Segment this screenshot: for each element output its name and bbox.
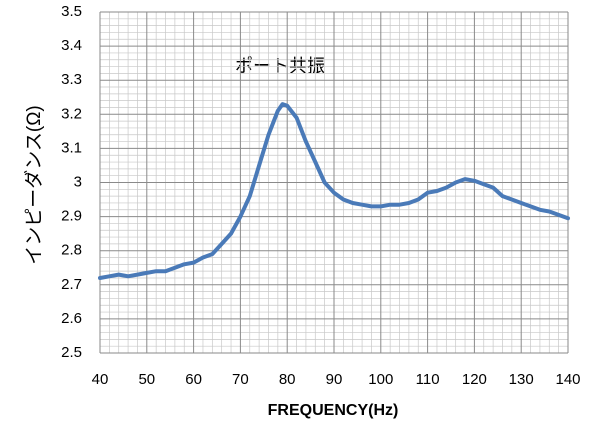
x-tick-label: 60 <box>185 371 202 388</box>
annotation: ポート共振 <box>235 56 325 76</box>
x-tick-label: 140 <box>555 371 580 388</box>
y-tick-label: 3.1 <box>61 139 82 156</box>
y-tick-label: 3.5 <box>61 3 82 20</box>
y-tick-label: 2.5 <box>61 344 82 361</box>
x-tick-label: 70 <box>232 371 249 388</box>
y-tick-label: 3.3 <box>61 71 82 88</box>
y-tick-label: 3 <box>74 173 82 190</box>
y-tick-label: 3.2 <box>61 105 82 122</box>
y-tick-label: 2.9 <box>61 208 82 225</box>
x-tick-label: 50 <box>138 371 155 388</box>
x-tick-label: 40 <box>92 371 109 388</box>
x-tick-label: 100 <box>368 371 393 388</box>
y-tick-label: 3.4 <box>61 37 82 54</box>
y-tick-label: 2.8 <box>61 242 82 259</box>
x-tick-label: 120 <box>462 371 487 388</box>
x-tick-label: 110 <box>416 371 440 388</box>
x-tick-label: 90 <box>326 371 343 388</box>
x-axis-label: FREQUENCY(Hz) <box>268 402 399 419</box>
y-axis-label: インピーダンス(Ω) <box>23 105 45 264</box>
x-tick-label: 80 <box>279 371 296 388</box>
y-tick-label: 2.6 <box>61 310 82 327</box>
data-line <box>98 102 570 280</box>
x-tick-label: 130 <box>509 371 534 388</box>
y-tick-label: 2.7 <box>61 276 82 293</box>
